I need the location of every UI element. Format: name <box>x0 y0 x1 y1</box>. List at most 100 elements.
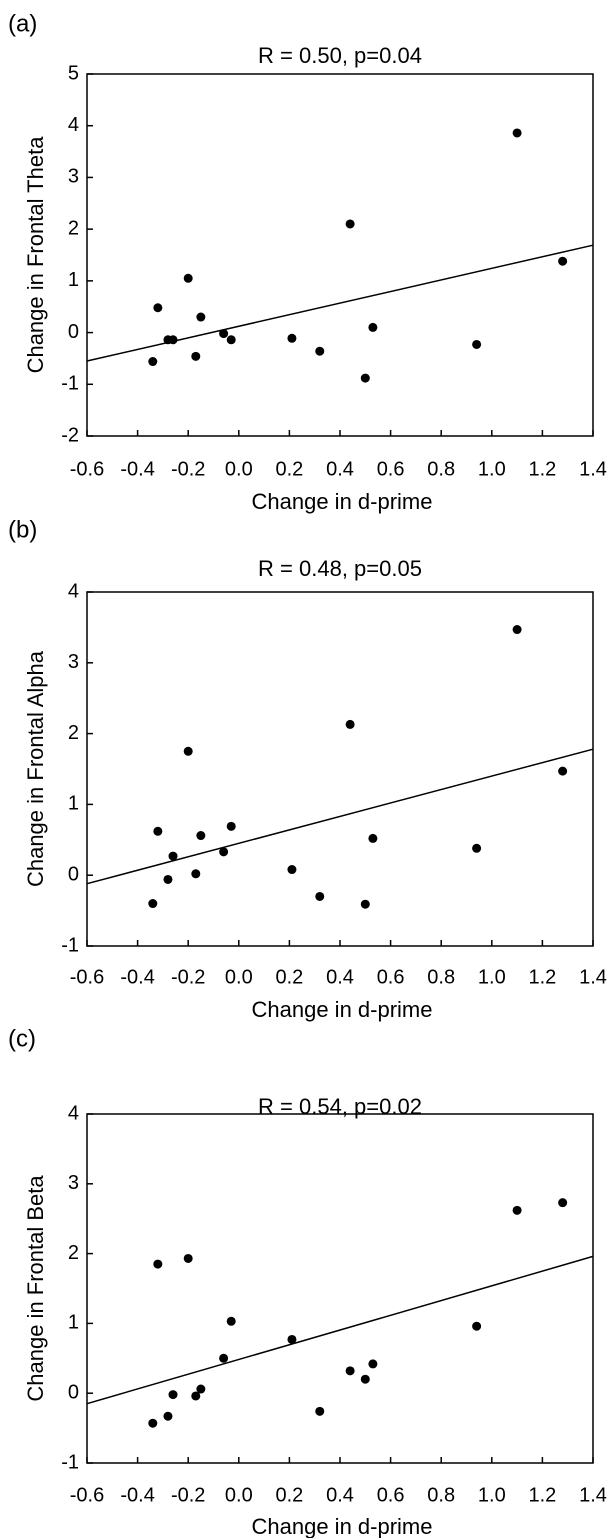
x-tick-label: 0.4 <box>326 966 354 988</box>
x-tick-label: -0.4 <box>120 1484 154 1506</box>
y-tick-label: 1 <box>68 793 79 815</box>
data-point <box>360 1374 370 1384</box>
y-tick-label: -2 <box>61 424 79 446</box>
x-tick-label: -0.2 <box>171 458 205 480</box>
x-tick-label: 1.0 <box>478 458 506 480</box>
data-point <box>168 335 178 345</box>
data-point <box>345 719 355 729</box>
data-point <box>183 273 193 283</box>
chart-title: R = 0.50, p=0.04 <box>258 43 422 68</box>
data-point <box>315 346 325 356</box>
data-point <box>558 1198 568 1208</box>
x-tick-label: 0.6 <box>377 458 405 480</box>
x-tick-label: 0.8 <box>427 1484 455 1506</box>
data-point <box>368 322 378 332</box>
data-point <box>148 357 158 367</box>
x-tick-label: -0.2 <box>171 966 205 988</box>
data-point <box>191 1391 201 1401</box>
data-point <box>345 219 355 229</box>
data-point <box>512 128 522 138</box>
data-point <box>183 746 193 756</box>
data-point <box>163 874 173 884</box>
x-tick-label: 1.4 <box>579 458 607 480</box>
x-tick-label: 1.0 <box>478 1484 506 1506</box>
data-point <box>368 1359 378 1369</box>
data-point <box>163 1411 173 1421</box>
data-point <box>191 869 201 879</box>
data-point <box>315 891 325 901</box>
data-point <box>196 831 206 841</box>
x-tick-label: 0.0 <box>225 1484 253 1506</box>
x-tick-label: 0.4 <box>326 458 354 480</box>
y-tick-label: 5 <box>68 62 79 84</box>
data-point <box>287 865 297 875</box>
x-tick-label: 0.8 <box>427 966 455 988</box>
y-tick-label: 4 <box>68 114 79 136</box>
x-tick-label: -0.2 <box>171 1484 205 1506</box>
data-point <box>512 625 522 635</box>
x-tick-label: 0.2 <box>275 966 303 988</box>
data-point <box>512 1205 522 1215</box>
data-point <box>558 766 568 776</box>
x-tick-label: -0.6 <box>70 1484 104 1506</box>
data-point <box>219 1353 229 1363</box>
data-point <box>153 1259 163 1269</box>
data-point <box>345 1366 355 1376</box>
y-tick-label: 4 <box>68 1102 79 1124</box>
data-point <box>315 1406 325 1416</box>
chart-title: R = 0.48, p=0.05 <box>258 556 422 581</box>
plot-frame <box>86 1113 594 1464</box>
y-tick-label: 3 <box>68 166 79 188</box>
x-tick-label: -0.4 <box>120 458 154 480</box>
data-point <box>360 373 370 383</box>
data-point <box>368 833 378 843</box>
y-tick-label: 0 <box>68 321 79 343</box>
y-tick-label: -1 <box>61 934 79 956</box>
x-tick-label: 0.4 <box>326 1484 354 1506</box>
x-tick-label: 0.2 <box>275 458 303 480</box>
y-tick-label: 3 <box>68 651 79 673</box>
chart-title: R = 0.54, p=0.02 <box>258 1094 422 1119</box>
x-tick-label: -0.6 <box>70 458 104 480</box>
scatter-panel: (c) R = 0.54, p=0.02 -0.6 -0.4 -0.2 0.0 0.2 0.4… <box>8 1025 607 1538</box>
x-tick-label: 1.2 <box>528 966 556 988</box>
data-point <box>148 1418 158 1428</box>
regression-line <box>86 1255 594 1405</box>
y-tick-label: 2 <box>68 217 79 239</box>
y-tick-label: -1 <box>61 373 79 395</box>
data-point <box>153 826 163 836</box>
x-tick-label: -0.6 <box>70 966 104 988</box>
x-tick-label: 0.2 <box>275 1484 303 1506</box>
x-axis-label: Change in d-prime <box>252 997 433 1022</box>
scatter-panel: (a) R = 0.50, p=0.04 -0.6 -0.4 -0.2 0.0 0.2 0.4… <box>8 10 607 513</box>
x-axis-label: Change in d-prime <box>252 489 433 514</box>
panel-label: (a) <box>8 10 37 37</box>
y-tick-label: -1 <box>61 1451 79 1473</box>
x-tick-label: 0.6 <box>377 1484 405 1506</box>
scatter-panel: (b) R = 0.48, p=0.05 -0.6 -0.4 -0.2 0.0 0.2 0.4… <box>8 516 607 1021</box>
data-point <box>219 329 229 339</box>
data-point <box>287 333 297 343</box>
y-tick-label: 2 <box>68 722 79 744</box>
x-tick-label: 0.8 <box>427 458 455 480</box>
x-tick-label: 1.2 <box>528 458 556 480</box>
x-tick-label: 0.6 <box>377 966 405 988</box>
data-point <box>226 335 236 345</box>
regression-line <box>86 244 594 362</box>
y-axis-label: Change in Frontal Alpha <box>23 650 48 887</box>
y-tick-label: 1 <box>68 269 79 291</box>
x-tick-label: 1.4 <box>579 966 607 988</box>
x-tick-label: 1.4 <box>579 1484 607 1506</box>
data-point <box>196 312 206 322</box>
plot-frame <box>86 73 594 437</box>
y-tick-label: 0 <box>68 863 79 885</box>
data-point <box>168 851 178 861</box>
data-point <box>287 1334 297 1344</box>
data-point <box>360 899 370 909</box>
y-tick-label: 1 <box>68 1312 79 1334</box>
x-axis-label: Change in d-prime <box>252 1514 433 1538</box>
y-tick-label: 4 <box>68 580 79 602</box>
x-tick-label: 0.0 <box>225 966 253 988</box>
data-point <box>196 1384 206 1394</box>
